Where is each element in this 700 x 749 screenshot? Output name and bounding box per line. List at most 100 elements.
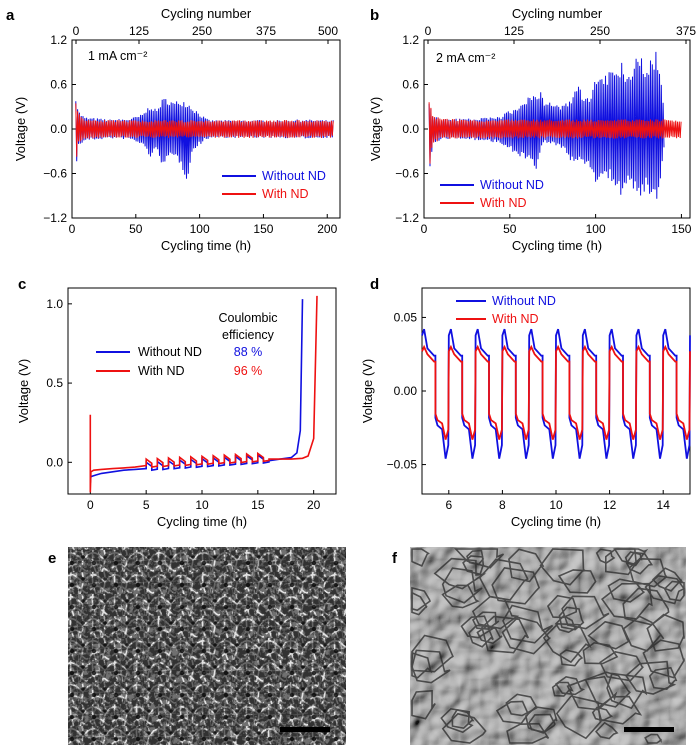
grain-boundary [601, 582, 653, 620]
x2-tick-label: 250 [590, 24, 610, 38]
grain-boundary [506, 722, 550, 744]
series-line-with-nd [421, 344, 691, 440]
grain-boundary [555, 695, 603, 740]
series-line-without-nd [89, 299, 304, 483]
scale-bar-f [624, 727, 674, 732]
grain-boundary [648, 666, 678, 691]
legend-entry: With ND [262, 187, 309, 201]
grain-boundary [625, 660, 677, 695]
coulombic-efficiency-value: 96 % [234, 364, 263, 378]
x-axis-label: Cycling time (h) [511, 514, 601, 529]
y-tick-label: 0.00 [394, 384, 418, 398]
grain-boundary [539, 548, 585, 586]
y-tick-label: −0.05 [387, 458, 418, 472]
x2-tick-label: 0 [73, 24, 80, 38]
annotation-current-density: 1 mA cm⁻² [88, 49, 147, 63]
y-tick-label: 1.0 [46, 297, 63, 311]
x-tick-label: 6 [445, 498, 452, 512]
sem-image-e [68, 547, 346, 745]
grain-boundary [599, 651, 644, 682]
grain-boundary [663, 580, 685, 602]
x-tick-label: 20 [307, 498, 321, 512]
grain-boundary [595, 721, 619, 740]
grain-boundary [542, 622, 592, 664]
annotation-current-density: 2 mA cm⁻² [436, 51, 495, 65]
grain-boundary [607, 578, 645, 603]
grain-boundary [411, 649, 451, 684]
x-tick-label: 0 [69, 222, 76, 236]
x-tick-label: 150 [253, 222, 273, 236]
panel-label-e: e [48, 550, 56, 567]
y-tick-label: −1.2 [43, 211, 67, 225]
scale-bar-e [280, 727, 330, 732]
y-tick-label: −0.6 [395, 167, 419, 181]
grain-boundary [495, 700, 530, 725]
legend-entry: Without ND [492, 294, 556, 308]
grain-boundary [651, 567, 683, 592]
grain-boundary [411, 652, 433, 679]
grain-boundary [478, 558, 529, 601]
x-tick-label: 50 [129, 222, 143, 236]
y-tick-label: 0.6 [50, 78, 67, 92]
grain-boundary [644, 574, 686, 605]
grain-boundary [451, 708, 475, 730]
panel-label-f: f [392, 550, 398, 567]
grain-boundary [554, 614, 578, 634]
grain-boundary [476, 624, 503, 645]
grain-boundary [441, 584, 480, 609]
x-tick-label: 14 [657, 498, 671, 512]
x-tick-label: 15 [251, 498, 265, 512]
y-tick-label: 0.0 [46, 455, 63, 469]
series-line-with-nd [428, 102, 682, 164]
x2-tick-label: 500 [318, 24, 338, 38]
grain-boundary [554, 675, 586, 696]
x-tick-label: 0 [421, 222, 428, 236]
legend-entry: With ND [480, 196, 527, 210]
grain-boundary [441, 567, 483, 604]
grain-boundary [606, 672, 648, 710]
grain-boundary [525, 706, 558, 734]
grain-boundary [411, 548, 430, 567]
grain-boundary [584, 671, 631, 708]
legend-title-line: efficiency [222, 328, 275, 342]
grain-boundary [557, 569, 597, 594]
x-tick-label: 10 [549, 498, 563, 512]
x-tick-label: 100 [190, 222, 210, 236]
x2-tick-label: 250 [192, 24, 212, 38]
grain-boundary [453, 548, 505, 569]
series-line-without-nd [75, 98, 334, 179]
x-tick-label: 8 [499, 498, 506, 512]
grain-boundary [644, 733, 662, 744]
x2-axis-label: Cycling number [512, 6, 603, 21]
x-tick-label: 5 [143, 498, 150, 512]
sem-image-f [410, 547, 686, 745]
x2-tick-label: 375 [256, 24, 276, 38]
y-axis-label: Voltage (V) [13, 97, 28, 161]
grain-boundary [587, 620, 630, 650]
grain-boundary [559, 649, 584, 667]
chart-panel-d: 6 8 10 12 14 −0.05 0.00 0.05 Cycling time (h) Vol… [360, 287, 691, 529]
grain-boundary [595, 548, 616, 565]
legend-entry: With ND [492, 312, 539, 326]
grain-boundary [481, 615, 530, 654]
x-tick-label: 0 [87, 498, 94, 512]
y-tick-label: 1.2 [402, 33, 419, 47]
series-line-with-nd [89, 295, 318, 493]
y-axis-label: Voltage (V) [360, 359, 375, 423]
series-line-with-nd [75, 103, 334, 157]
coulombic-efficiency-value: 88 % [234, 345, 263, 359]
x-axis-label: Cycling time (h) [157, 514, 247, 529]
y-axis-label: Voltage (V) [16, 359, 31, 423]
panel-label-d: d [370, 276, 379, 293]
y-tick-label: 0.05 [394, 310, 418, 324]
grain-boundary [566, 675, 618, 711]
grain-boundary [561, 595, 610, 630]
legend-entry: Without ND [138, 345, 202, 359]
grain-boundary [462, 555, 485, 576]
y-tick-label: −1.2 [395, 211, 419, 225]
grain-boundary [441, 712, 487, 744]
y-tick-label: 0.0 [50, 122, 67, 136]
x2-tick-label: 375 [676, 24, 696, 38]
legend-entry: With ND [138, 364, 185, 378]
